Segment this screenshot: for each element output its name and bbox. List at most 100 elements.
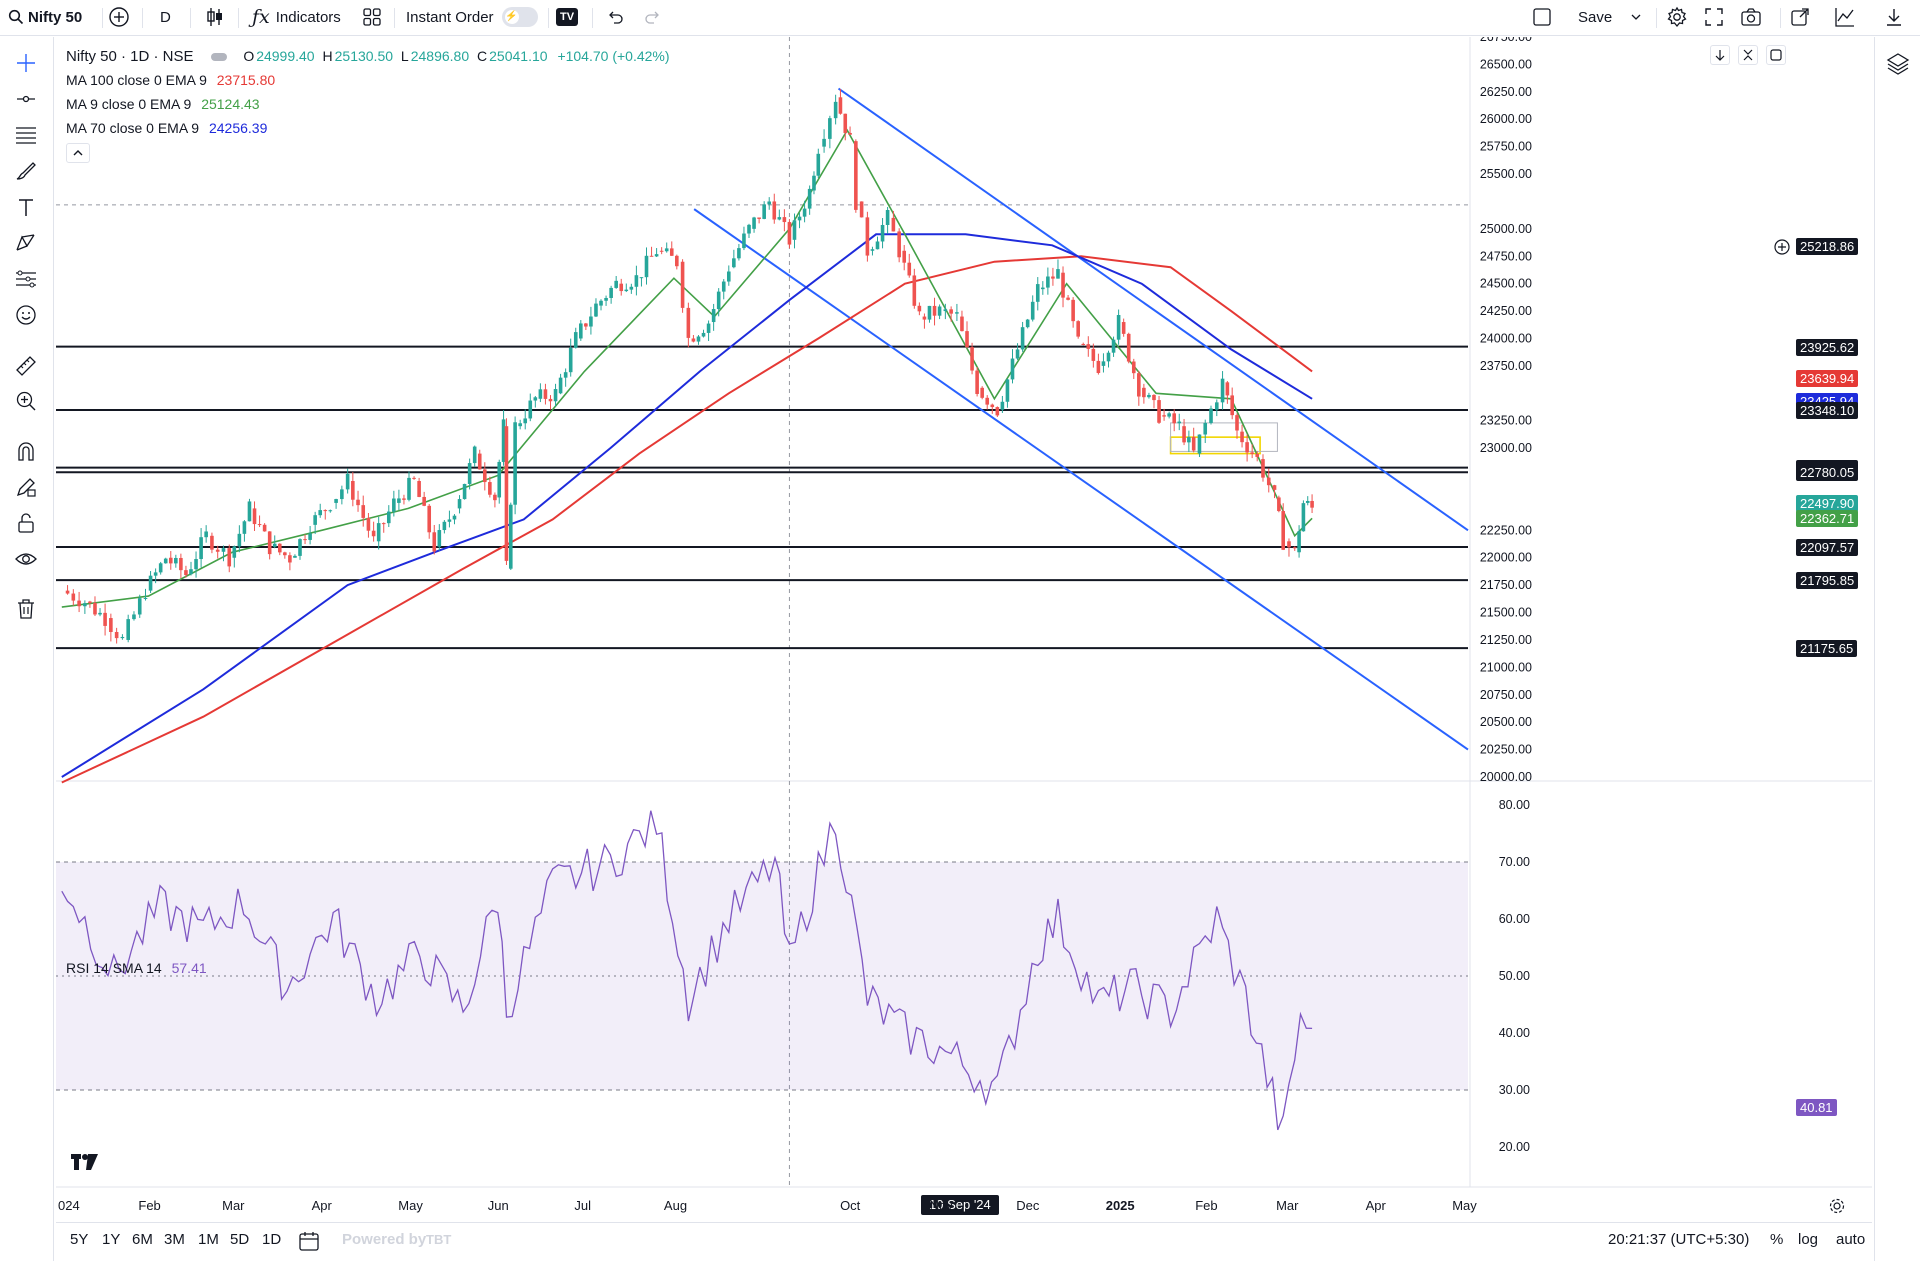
chart-area[interactable]: 26750.00 26500.00 26250.00 26000.00 25750.00… xyxy=(56,37,1872,1220)
range-5y-button[interactable]: 5Y xyxy=(70,1231,89,1248)
candle-body xyxy=(1041,287,1045,290)
channel-lower-trendline[interactable] xyxy=(693,208,1469,751)
price-tick-label: 24750.00 xyxy=(1480,249,1532,263)
price-level-tag: 22362.71 xyxy=(1796,509,1859,527)
screenshot-button[interactable] xyxy=(1740,0,1762,34)
crosshair-add-button[interactable] xyxy=(1773,238,1791,261)
candle-body xyxy=(917,305,922,312)
compare-button[interactable] xyxy=(108,0,130,34)
ma9-legend[interactable]: MA 9 close 0 EMA 9 25124.43 xyxy=(66,96,262,112)
emoji-tool[interactable] xyxy=(12,303,40,331)
chevron-down-icon xyxy=(1630,11,1642,23)
ma100-legend[interactable]: MA 100 close 0 EMA 9 23715.80 xyxy=(66,72,277,88)
save-label[interactable]: Save xyxy=(1578,8,1613,26)
price-tick-label: 21250.00 xyxy=(1480,633,1532,647)
range-1y-button[interactable]: 1Y xyxy=(102,1231,121,1248)
trendline-tool[interactable] xyxy=(12,87,40,115)
candle-body xyxy=(1051,276,1055,279)
drawing-mode-tool[interactable] xyxy=(12,475,40,503)
candle-body xyxy=(328,510,333,512)
range-3m-button[interactable]: 3M xyxy=(164,1231,185,1248)
lock-drawings-tool[interactable] xyxy=(12,511,40,539)
time-axis-settings-button[interactable] xyxy=(1828,1197,1846,1220)
text-tool[interactable] xyxy=(12,195,40,223)
rsi-line[interactable] xyxy=(61,810,1313,1131)
channel-upper-trendline[interactable] xyxy=(837,87,1469,532)
date-range-button[interactable] xyxy=(298,1230,320,1257)
interval-label[interactable]: D xyxy=(160,8,171,26)
maximize-pane-button[interactable] xyxy=(1766,45,1786,65)
undo-button[interactable] xyxy=(606,0,624,34)
ma70-label: MA 70 close 0 EMA 9 xyxy=(66,120,200,136)
toggle-switch[interactable]: ⚡ xyxy=(501,7,538,27)
move-pane-down-button[interactable] xyxy=(1710,45,1730,65)
legend-eye-button[interactable] xyxy=(211,53,228,62)
instant-order-toggle[interactable]: Instant Order ⚡ xyxy=(406,0,538,34)
candle-body xyxy=(995,407,1000,416)
forecast-tool[interactable] xyxy=(12,267,40,295)
instant-order-label[interactable]: Instant Order xyxy=(406,8,494,26)
time-tick-label: Feb xyxy=(138,1198,161,1213)
time-tick-label: May xyxy=(1452,1198,1477,1213)
layout-grid-icon xyxy=(362,7,382,27)
candle-body xyxy=(757,217,761,219)
candle-body xyxy=(467,463,472,484)
tradingview-button[interactable]: TV xyxy=(556,0,578,34)
open-new-window-button[interactable] xyxy=(1790,0,1810,34)
fib-tool[interactable] xyxy=(12,123,40,151)
candles-icon xyxy=(204,6,226,28)
symbol-name[interactable]: Nifty 50 xyxy=(28,8,83,26)
settings-button[interactable] xyxy=(1666,0,1688,34)
range-6m-button[interactable]: 6M xyxy=(132,1231,153,1248)
save-menu-button[interactable] xyxy=(1630,0,1642,34)
collapse-legend-button[interactable] xyxy=(66,143,90,163)
range-1m-button[interactable]: 1M xyxy=(198,1231,219,1248)
ma70-legend[interactable]: MA 70 close 0 EMA 9 24256.39 xyxy=(66,120,269,136)
auto-toggle[interactable]: auto xyxy=(1836,1231,1866,1248)
log-toggle[interactable]: log xyxy=(1798,1231,1819,1248)
rsi-legend[interactable]: RSI 14 SMA 14 57.41 xyxy=(66,960,209,976)
range-1d-button[interactable]: 1D xyxy=(262,1231,282,1248)
candle-body xyxy=(518,423,522,427)
ma-line-2[interactable] xyxy=(61,128,1313,608)
price-chart[interactable]: 26750.00 26500.00 26250.00 26000.00 25750.00… xyxy=(56,37,1872,1220)
layout-select-button[interactable] xyxy=(1532,0,1552,34)
fullscreen-button[interactable] xyxy=(1704,0,1724,34)
redo-button[interactable] xyxy=(644,0,662,34)
ma100-label: MA 100 close 0 EMA 9 xyxy=(66,72,207,88)
candle-body xyxy=(594,303,598,317)
candle-body xyxy=(1142,387,1146,398)
collapse-pane-button[interactable] xyxy=(1738,45,1758,65)
candle-body xyxy=(828,118,832,139)
percent-toggle[interactable]: % xyxy=(1770,1231,1784,1248)
templates-button[interactable] xyxy=(362,0,382,34)
indicators-label[interactable]: Indicators xyxy=(275,8,341,26)
measure-tool[interactable] xyxy=(12,353,40,381)
interval-button[interactable]: D xyxy=(160,0,171,34)
range-5d-button[interactable]: 5D xyxy=(230,1231,250,1248)
candle-body xyxy=(452,515,457,520)
legend-title[interactable]: Nifty 50 · 1D · NSE xyxy=(66,48,194,65)
remove-drawings-tool[interactable] xyxy=(12,597,40,625)
ma-line-1[interactable] xyxy=(61,233,1313,778)
chart-type-button[interactable] xyxy=(204,0,226,34)
download-button[interactable] xyxy=(1884,0,1904,34)
zoom-tool[interactable] xyxy=(12,389,40,417)
drawn-rectangle-gray[interactable] xyxy=(1170,422,1278,452)
hide-drawings-tool[interactable] xyxy=(12,547,40,575)
chart-trend-button[interactable] xyxy=(1834,0,1856,34)
pattern-tool[interactable] xyxy=(12,231,40,259)
magnet-tool[interactable] xyxy=(12,439,40,467)
indicators-button[interactable]: ƒx Indicators xyxy=(252,0,341,34)
save-button[interactable]: Save xyxy=(1578,0,1612,34)
brush-tool[interactable] xyxy=(12,159,40,187)
ma-line-0[interactable] xyxy=(61,255,1313,784)
crosshair-tool[interactable] xyxy=(12,51,40,79)
rsi-tick-label: 70.00 xyxy=(1499,855,1530,869)
clock-timezone[interactable]: 20:21:37 (UTC+5:30) xyxy=(1608,1231,1750,1248)
candle-body xyxy=(427,505,432,533)
ohlc-open: 24999.40 xyxy=(256,48,315,64)
symbol-search[interactable]: Nifty 50 xyxy=(8,0,82,34)
object-tree-button[interactable] xyxy=(1885,51,1911,82)
candle-body xyxy=(308,533,312,540)
